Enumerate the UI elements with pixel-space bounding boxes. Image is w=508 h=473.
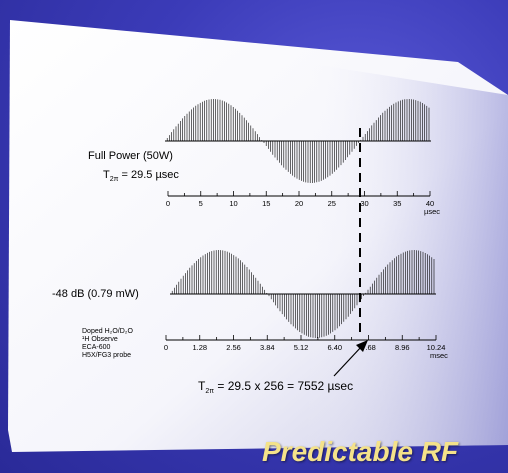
bottom-axis-tick-label: 0 [164,343,168,352]
top-axis-unit: µsec [424,207,440,216]
arrow-head-icon [356,340,368,352]
bottom-axis-tick-label: 1.28 [192,343,207,352]
top-axis-tick-label: 35 [393,199,401,208]
sample-line-1: Doped H₂O/D₂O [82,328,134,335]
sample-info: Doped H₂O/D₂O ¹H Observe ECA-600 H5X/FG3… [82,328,134,359]
bottom-label: -48 dB (0.79 mW) [52,288,139,300]
bottom-axis-tick-label: 10.24 [427,343,446,352]
panel-right-shade [300,62,508,448]
bottom-axis-unit: msec [430,351,448,360]
arrow-shaft [333,345,363,377]
top-axis-tick-label: 15 [262,199,270,208]
top-axis-tick-label: 20 [295,199,303,208]
top-axis-tick-label: 5 [199,199,203,208]
formula: T2π = 29.5 x 256 = 7552 µsec [198,379,353,395]
bottom-axis-tick-label: 8.96 [395,343,410,352]
top-period: T2π = 29.5 µsec [103,169,179,183]
bottom-axis-tick-label: 6.40 [327,343,342,352]
bottom-axis-tick-label: 3.84 [260,343,275,352]
bottom-axis-tick-label: 7.68 [361,343,376,352]
top-axis-tick-label: 40 [426,199,434,208]
top-axis-tick-label: 10 [229,199,237,208]
slide-title: Predictable RF [262,436,459,467]
top-label: Full Power (50W) [88,150,173,162]
top-waveform [165,99,431,183]
bottom-axis-tick-label: 5.12 [294,343,309,352]
sample-line-2: ¹H Observe [82,336,118,343]
top-axis-tick-label: 0 [166,199,170,208]
bottom-axis-tick-label: 2.56 [226,343,241,352]
top-axis-tick-label: 30 [360,199,368,208]
sample-line-4: H5X/FG3 probe [82,352,131,359]
top-axis-tick-label: 25 [328,199,336,208]
bottom-waveform [170,250,436,338]
sample-line-3: ECA-600 [82,344,111,351]
